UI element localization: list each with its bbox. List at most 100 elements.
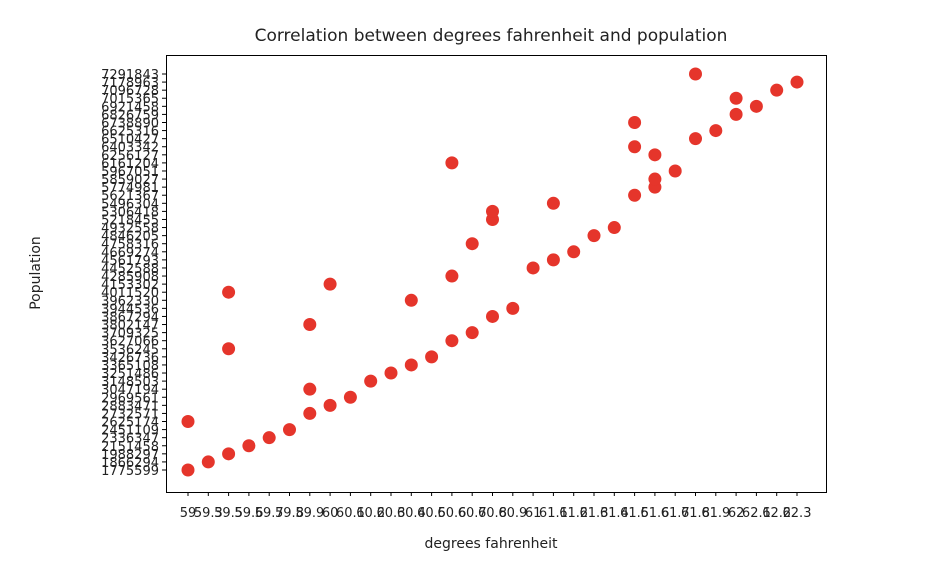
y-tick-label: 3365108 bbox=[101, 359, 159, 374]
point bbox=[303, 318, 317, 332]
x-tick-label: 59.9 bbox=[295, 506, 324, 521]
point bbox=[222, 342, 236, 356]
point bbox=[343, 390, 357, 404]
x-tick-label: 61.6 bbox=[640, 506, 669, 521]
point bbox=[181, 463, 195, 477]
y-tick-label: 3251486 bbox=[101, 367, 159, 382]
point bbox=[445, 334, 459, 348]
point bbox=[465, 326, 479, 340]
y-tick-label: 2732571 bbox=[101, 407, 159, 422]
x-tick-label: 60.5 bbox=[417, 506, 446, 521]
point bbox=[628, 115, 642, 129]
x-tick-label: 62 bbox=[728, 506, 745, 521]
point bbox=[303, 382, 317, 396]
point bbox=[749, 99, 763, 113]
y-tick-label: 1775599 bbox=[101, 464, 159, 479]
point bbox=[709, 124, 723, 138]
point bbox=[668, 164, 682, 178]
y-tick-label: 3709325 bbox=[101, 327, 159, 342]
point bbox=[404, 293, 418, 307]
x-tick-label: 62.3 bbox=[783, 506, 812, 521]
x-tick-label: 61.5 bbox=[620, 506, 649, 521]
y-tick-label: 4285908 bbox=[101, 270, 159, 285]
point bbox=[201, 455, 215, 469]
y-tick-label: 2969561 bbox=[101, 391, 159, 406]
y-tick-label: 4452588 bbox=[101, 262, 159, 277]
x-tick-label: 60 bbox=[322, 506, 339, 521]
chart-title: Correlation between degrees fahrenheit a… bbox=[255, 26, 728, 46]
point bbox=[404, 358, 418, 372]
y-tick-label: 7096728 bbox=[101, 84, 159, 99]
point bbox=[364, 374, 378, 388]
y-tick-label: 4153302 bbox=[101, 278, 159, 293]
x-tick-label: 60.8 bbox=[478, 506, 507, 521]
x-tick-label: 61.2 bbox=[559, 506, 588, 521]
y-tick-label: 3148503 bbox=[101, 375, 159, 390]
x-tick-label: 61.8 bbox=[681, 506, 710, 521]
y-tick-label: 5859027 bbox=[101, 173, 159, 188]
y-tick-label: 5967051 bbox=[101, 165, 159, 180]
x-tick-label: 60.9 bbox=[498, 506, 527, 521]
point bbox=[222, 447, 236, 461]
y-tick-label: 2151458 bbox=[101, 440, 159, 455]
y-tick-label: 6625316 bbox=[101, 125, 159, 140]
y-tick-label: 5621367 bbox=[101, 189, 159, 204]
y-tick-label: 4561793 bbox=[101, 254, 159, 269]
point bbox=[648, 172, 662, 186]
y-tick-label: 4758316 bbox=[101, 238, 159, 253]
y-tick-label: 3536245 bbox=[101, 343, 159, 358]
point bbox=[567, 245, 581, 259]
y-tick-label: 5496304 bbox=[101, 197, 159, 212]
y-tick-label: 2625174 bbox=[101, 416, 159, 431]
x-axis-label: degrees fahrenheit bbox=[425, 536, 558, 552]
point bbox=[729, 91, 743, 105]
y-tick-label: 6510427 bbox=[101, 133, 159, 148]
y-tick-label: 5306418 bbox=[101, 205, 159, 220]
point bbox=[689, 132, 702, 146]
x-tick-label: 62.1 bbox=[742, 506, 771, 521]
y-tick-label: 5774981 bbox=[101, 181, 159, 196]
point bbox=[242, 439, 256, 453]
y-tick-label: 3802147 bbox=[101, 319, 159, 334]
point bbox=[303, 406, 317, 420]
point bbox=[546, 253, 560, 267]
x-tick-label: 60.3 bbox=[377, 506, 406, 521]
y-tick-label: 3627066 bbox=[101, 335, 159, 350]
y-tick-label: 7015365 bbox=[101, 92, 159, 107]
point bbox=[506, 301, 520, 315]
y-tick-label: 1988297 bbox=[101, 448, 159, 463]
y-tick-label: 3962330 bbox=[101, 294, 159, 309]
point bbox=[526, 261, 540, 275]
x-tick-label: 59.7 bbox=[255, 506, 284, 521]
y-tick-label: 2336347 bbox=[101, 432, 159, 447]
point bbox=[607, 221, 621, 235]
point bbox=[181, 415, 195, 429]
point bbox=[384, 366, 398, 380]
x-tick-label: 62.2 bbox=[762, 506, 791, 521]
y-tick-label: 6256127 bbox=[101, 149, 159, 164]
y-tick-label: 6403342 bbox=[101, 141, 159, 156]
y-tick-label: 3426736 bbox=[101, 351, 159, 366]
x-tick-label: 60.6 bbox=[437, 506, 466, 521]
plot-frame bbox=[166, 55, 827, 493]
x-tick-label: 59.6 bbox=[234, 506, 263, 521]
x-tick-label: 59 bbox=[180, 506, 197, 521]
x-tick-label: 59.5 bbox=[214, 506, 243, 521]
point bbox=[689, 67, 702, 81]
x-tick-label: 61.3 bbox=[580, 506, 609, 521]
y-tick-label: 7291843 bbox=[101, 68, 159, 83]
x-tick-label: 61.4 bbox=[600, 506, 629, 521]
x-tick-label: 60.7 bbox=[458, 506, 487, 521]
point bbox=[628, 188, 642, 202]
y-tick-label: 3867294 bbox=[101, 310, 159, 325]
y-tick-label: 2451109 bbox=[101, 424, 159, 439]
y-tick-label: 3944536 bbox=[101, 302, 159, 317]
x-tick-label: 60.2 bbox=[356, 506, 385, 521]
point bbox=[729, 107, 743, 121]
y-tick-label: 6161204 bbox=[101, 157, 159, 172]
point bbox=[222, 285, 236, 299]
y-tick-label: 4932558 bbox=[101, 222, 159, 237]
y-axis-label: Population bbox=[28, 236, 44, 310]
